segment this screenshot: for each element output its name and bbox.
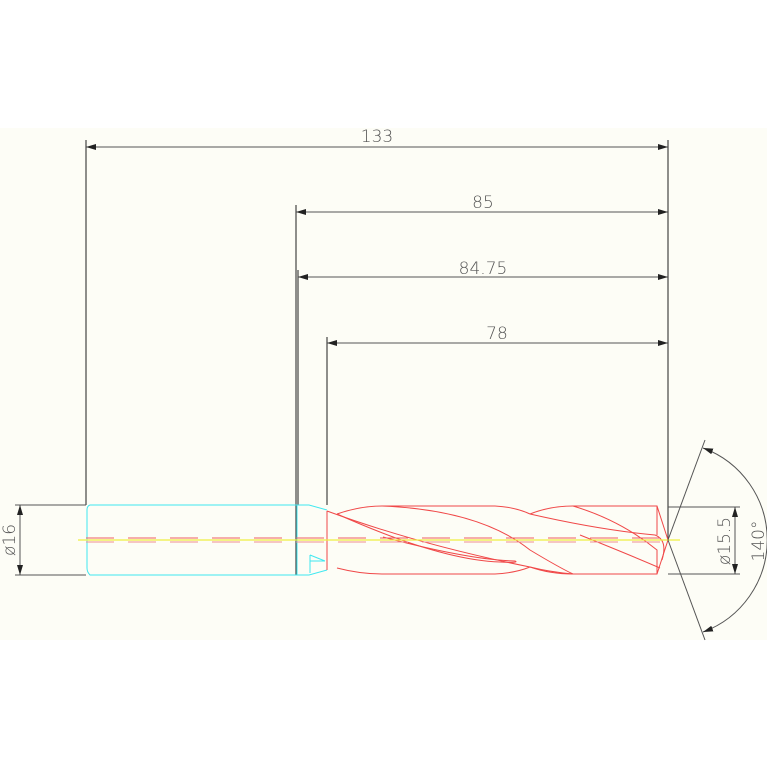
svg-text:ø15.5: ø15.5 [715,517,735,565]
dimension-85: 85 [296,193,668,215]
dimension-133: 133 [86,127,668,150]
dimension-84-75: 84.75 [298,259,668,280]
svg-text:78: 78 [486,324,508,344]
dimension-shank-diameter: ø16 [0,504,86,576]
extension-lines [85,140,669,575]
svg-text:84.75: 84.75 [459,259,508,279]
svg-text:85: 85 [472,193,494,213]
svg-text:140°: 140° [749,521,767,562]
drill-shank [86,504,328,576]
drawing-area [0,128,767,640]
dimension-point-angle: 140° [667,439,767,641]
centerline [78,537,680,543]
svg-text:133: 133 [361,127,393,147]
svg-text:ø16: ø16 [0,524,20,556]
dimension-78: 78 [327,324,668,346]
